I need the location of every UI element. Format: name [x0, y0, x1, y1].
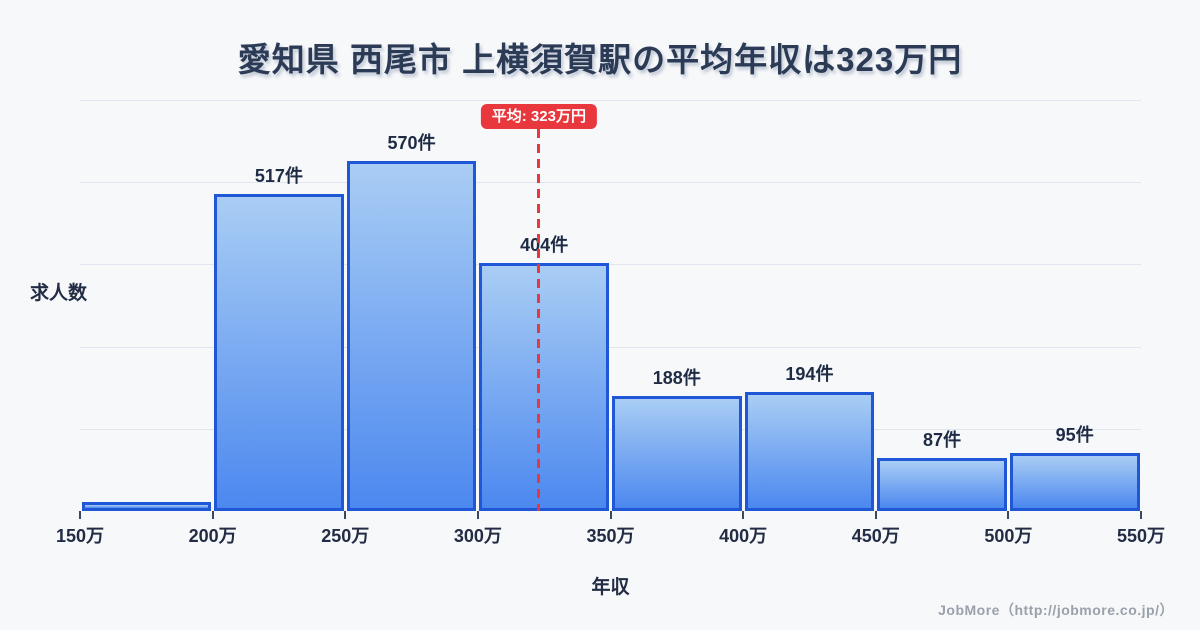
gridline [80, 100, 1141, 101]
bar-value-label: 570件 [387, 133, 436, 154]
x-axis-tick [1140, 511, 1142, 519]
x-tick-label: 350万 [586, 526, 635, 546]
y-axis-title: 求人数 [30, 283, 88, 304]
average-badge: 平均: 323万円 [480, 104, 597, 129]
gridline [80, 182, 1141, 184]
x-axis-tick [344, 511, 347, 519]
gridline [80, 264, 1141, 266]
x-tick-label: 400万 [719, 526, 768, 546]
histogram-bar [346, 161, 477, 511]
histogram-bar [81, 502, 212, 511]
average-dashed-line [537, 129, 541, 511]
footer-credit: JobMore（http://jobmore.co.jp/） [938, 602, 1174, 618]
x-tick-label: 500万 [984, 526, 1033, 546]
x-tick-label: 250万 [321, 526, 370, 546]
histogram-bar [612, 395, 742, 511]
x-axis-tick [1007, 511, 1010, 519]
x-tick-label: 550万 [1116, 526, 1166, 546]
x-axis-tick [476, 511, 479, 519]
bar-value-label: 95件 [1055, 424, 1094, 445]
x-tick-label: 150万 [55, 526, 105, 546]
x-axis-tick [211, 511, 214, 519]
x-tick-label: 450万 [851, 526, 900, 546]
histogram-bar [877, 457, 1007, 511]
bar-value-label: 188件 [652, 367, 701, 388]
bar-value-label: 517件 [254, 165, 303, 186]
bar-value-label: 87件 [923, 429, 962, 450]
bar-value-label: 404件 [520, 235, 569, 256]
bar-value-label: 194件 [785, 364, 834, 384]
gridline [80, 346, 1141, 348]
x-axis-title: 年収 [591, 577, 630, 598]
x-axis-tick [874, 511, 877, 519]
x-axis-tick [609, 511, 612, 519]
histogram-bar [479, 263, 609, 511]
plot-area: 517件 570件 404件 188件 194件 87件 95件 [80, 100, 1141, 511]
x-axis-tick [79, 511, 81, 519]
histogram-bar [1009, 452, 1140, 511]
gridline [80, 428, 1141, 430]
x-tick-label: 200万 [188, 526, 237, 546]
histogram-bar [214, 193, 344, 511]
x-tick-label: 300万 [453, 526, 502, 546]
x-axis-tick [742, 511, 745, 519]
histogram-bar [744, 392, 875, 511]
chart-title: 愛知県 西尾市 上横須賀駅の平均年収は323万円 [237, 41, 963, 78]
